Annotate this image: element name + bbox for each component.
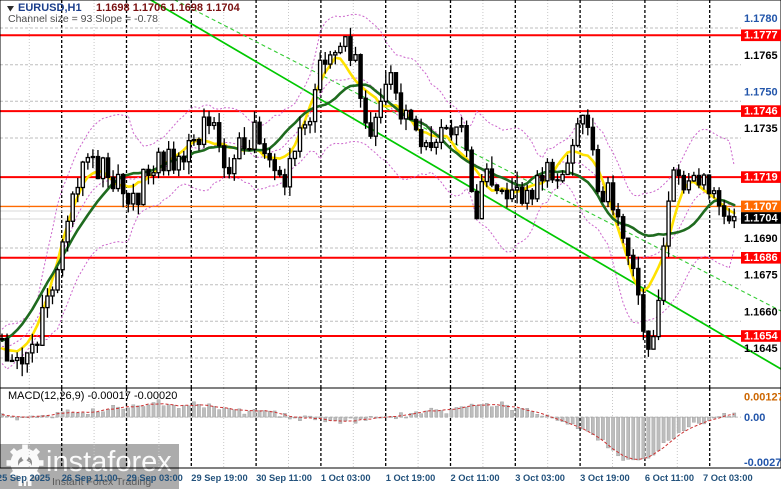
svg-text:1.1735: 1.1735 xyxy=(744,123,778,135)
svg-text:6 Oct 11:00: 6 Oct 11:00 xyxy=(645,473,694,483)
svg-text:30 Sep 11:00: 30 Sep 11:00 xyxy=(256,473,312,483)
svg-text:1.1660: 1.1660 xyxy=(744,306,778,318)
svg-text:1.1777: 1.1777 xyxy=(744,30,778,42)
svg-text:MACD(12,26,9) -0.00017 -0.0002: MACD(12,26,9) -0.00017 -0.00020 xyxy=(8,390,177,402)
svg-text:1.1707: 1.1707 xyxy=(744,201,778,213)
svg-text:-0.00278: -0.00278 xyxy=(744,457,781,469)
svg-text:7 Oct 03:00: 7 Oct 03:00 xyxy=(703,473,753,483)
svg-text:1 Oct 19:00: 1 Oct 19:00 xyxy=(386,473,436,483)
svg-text:0.00127: 0.00127 xyxy=(744,392,781,404)
svg-text:29 Sep 19:00: 29 Sep 19:00 xyxy=(191,473,247,483)
svg-text:1.1780: 1.1780 xyxy=(744,13,778,25)
svg-text:1.1675: 1.1675 xyxy=(744,270,778,282)
svg-text:1.1765: 1.1765 xyxy=(744,50,778,62)
svg-text:2 Oct 11:00: 2 Oct 11:00 xyxy=(451,473,500,483)
svg-text:26 Sep 11:00: 26 Sep 11:00 xyxy=(62,473,118,483)
svg-text:1.1686: 1.1686 xyxy=(744,252,778,264)
svg-text:1.1750: 1.1750 xyxy=(744,87,778,99)
svg-text:1.1719: 1.1719 xyxy=(744,172,778,184)
svg-text:1.1690: 1.1690 xyxy=(744,233,778,245)
svg-text:0.00: 0.00 xyxy=(744,412,765,424)
svg-text:29 Sep 03:00: 29 Sep 03:00 xyxy=(127,473,183,483)
svg-text:1.1746: 1.1746 xyxy=(744,106,778,118)
svg-text:1.1645: 1.1645 xyxy=(744,343,778,355)
svg-text:1.1704: 1.1704 xyxy=(744,212,779,224)
svg-text:Channel size = 93 Slope = -0.7: Channel size = 93 Slope = -0.78 xyxy=(8,13,158,25)
svg-text:1.1654: 1.1654 xyxy=(744,331,779,343)
svg-text:3 Oct 03:00: 3 Oct 03:00 xyxy=(515,473,565,483)
svg-text:25 Sep 2025: 25 Sep 2025 xyxy=(0,473,50,483)
svg-text:1 Oct 03:00: 1 Oct 03:00 xyxy=(321,473,371,483)
svg-text:3 Oct 19:00: 3 Oct 19:00 xyxy=(580,473,630,483)
